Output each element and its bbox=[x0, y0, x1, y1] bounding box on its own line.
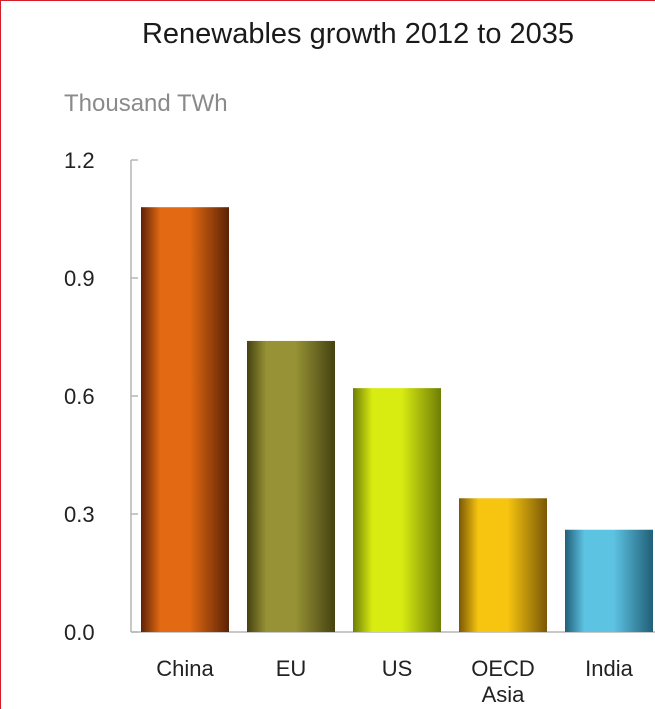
bar-us bbox=[353, 388, 441, 632]
bar-india bbox=[565, 529, 653, 632]
bar-china bbox=[141, 207, 229, 632]
y-tick-label: 0.3 bbox=[64, 502, 95, 527]
y-tick-label: 0.6 bbox=[64, 384, 95, 409]
category-labels: China EU US OECD Asia India bbox=[156, 656, 633, 707]
y-tick-label: 1.2 bbox=[64, 148, 95, 173]
y-tick-label: 0.9 bbox=[64, 266, 95, 291]
x-tick-label: EU bbox=[276, 656, 307, 681]
x-tick-label: China bbox=[156, 656, 214, 681]
y-tick-label: 0.0 bbox=[64, 620, 95, 645]
x-tick-label: India bbox=[585, 656, 633, 681]
x-tick-label: US bbox=[382, 656, 413, 681]
bar-oecd-asia bbox=[459, 498, 547, 632]
bars bbox=[141, 207, 653, 632]
x-tick-label: OECD Asia bbox=[471, 656, 535, 707]
bar-eu bbox=[247, 340, 335, 632]
y-axis-unit-label: Thousand TWh bbox=[64, 90, 228, 117]
chart-title: Renewables growth 2012 to 2035 bbox=[141, 18, 575, 50]
